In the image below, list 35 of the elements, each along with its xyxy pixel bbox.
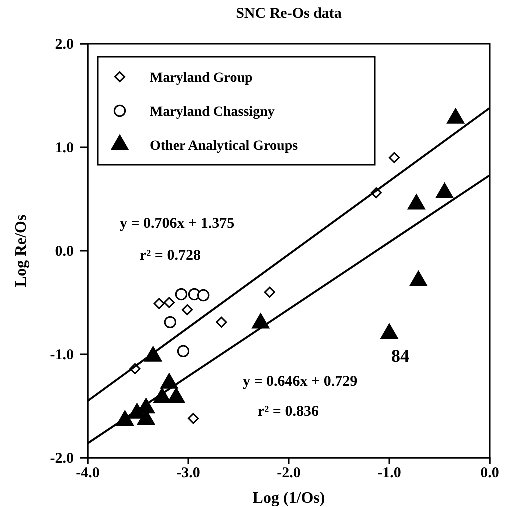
- y-tick-label: -2.0: [50, 450, 74, 467]
- point: [182, 304, 193, 316]
- y-tick-label: -1.0: [50, 347, 74, 364]
- y-tick-label: 0.0: [55, 244, 74, 260]
- point: [154, 298, 165, 310]
- point: [380, 324, 398, 340]
- chart-title: SNC Re-Os data: [236, 6, 342, 22]
- y-axis-title: Log Re/Os: [13, 214, 30, 288]
- point: [216, 316, 228, 328]
- y-tick-label: 2.0: [55, 36, 74, 53]
- point: [264, 286, 276, 298]
- x-tick-label: -3.0: [176, 466, 200, 482]
- point: [164, 316, 177, 329]
- x-tick-label: 0.0: [480, 466, 500, 482]
- annotation: y = 0.706x + 1.375: [120, 216, 235, 232]
- point: [164, 297, 175, 308]
- point: [252, 314, 270, 329]
- point: [168, 388, 186, 404]
- annotation: 84: [392, 346, 410, 366]
- point: [389, 152, 400, 164]
- legend-label: Maryland Chassigny: [150, 105, 275, 120]
- x-axis-title: Log (1/Os): [252, 490, 326, 507]
- x-tick-label: -4.0: [76, 466, 100, 482]
- point: [177, 345, 190, 358]
- x-tick-label: -2.0: [277, 466, 301, 482]
- y-tick-label: 1.0: [55, 140, 74, 156]
- annotation: r² = 0.836: [258, 404, 320, 420]
- point: [175, 288, 188, 301]
- point: [197, 289, 210, 302]
- legend-label: Maryland Group: [150, 71, 254, 86]
- legend-label: Other Analytical Groups: [150, 139, 299, 154]
- x-tick-label: -1.0: [378, 466, 402, 482]
- annotation: r² = 0.728: [140, 248, 201, 264]
- annotation: y = 0.646x + 0.729: [243, 374, 358, 390]
- point: [160, 374, 178, 389]
